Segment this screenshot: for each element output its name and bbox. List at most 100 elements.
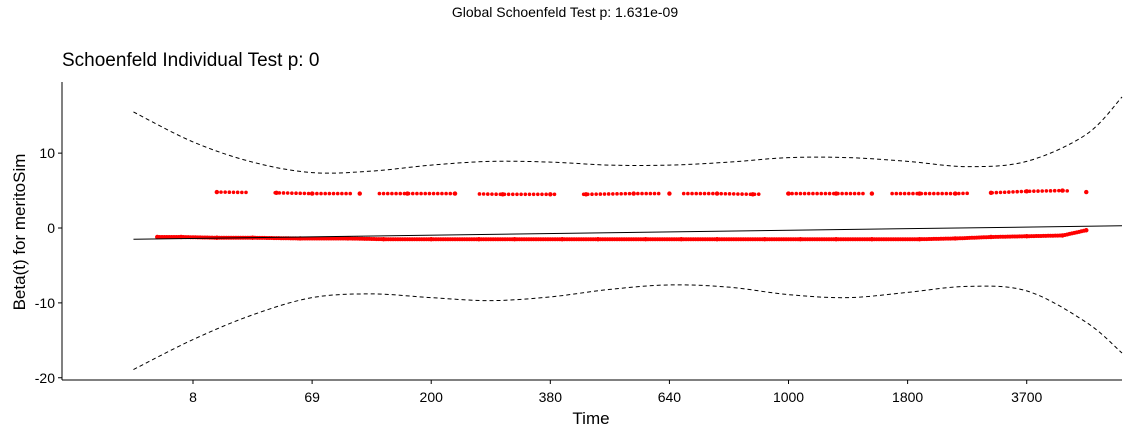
residual-point — [1052, 188, 1057, 193]
residual-point — [944, 191, 949, 196]
residual-point — [627, 191, 632, 196]
residual-point — [1084, 228, 1089, 233]
residual-point — [715, 191, 719, 196]
residual-point — [744, 192, 749, 196]
residual-point — [802, 191, 807, 196]
residual-point — [306, 191, 311, 196]
residual-point — [385, 191, 390, 196]
residual-point — [519, 192, 523, 197]
residual-point — [323, 191, 328, 196]
ci-upper-line — [133, 96, 1123, 174]
residual-point — [440, 191, 444, 196]
residual-point — [536, 192, 540, 197]
residual-point — [423, 191, 428, 196]
x-tick-label: 1000 — [773, 389, 804, 405]
residual-point — [335, 191, 340, 196]
residual-point — [1084, 189, 1089, 195]
residual-point — [452, 191, 457, 196]
residual-point — [481, 192, 486, 196]
residual-point — [952, 191, 957, 196]
residual-point — [406, 191, 411, 196]
residual-point — [856, 191, 861, 196]
residual-point — [923, 191, 928, 196]
residual-point — [927, 191, 932, 196]
residual-point — [281, 191, 286, 195]
residual-point — [644, 191, 648, 196]
residual-point — [852, 191, 857, 196]
residual-point — [523, 192, 528, 197]
residual-point — [606, 192, 611, 196]
residual-point — [381, 191, 386, 196]
residual-point — [319, 191, 323, 196]
residual-point — [932, 191, 936, 196]
residual-point — [215, 190, 219, 194]
residual-point — [498, 192, 503, 197]
residual-point — [798, 191, 803, 196]
fit-line-segment — [133, 225, 1123, 240]
x-tick-label: 380 — [539, 389, 563, 405]
residual-point — [719, 191, 724, 196]
residual-point — [752, 192, 757, 197]
residual-point — [602, 192, 607, 196]
residual-point — [581, 192, 586, 197]
residual-point — [435, 191, 440, 196]
fit-line — [133, 225, 1123, 240]
residual-point — [285, 191, 290, 195]
y-tick-label: 10 — [39, 145, 55, 161]
residual-point — [915, 191, 919, 196]
residual-point — [998, 190, 1003, 195]
residual-point — [711, 191, 715, 196]
residual-point — [494, 192, 498, 197]
residual-point — [531, 192, 536, 197]
residual-point — [1040, 189, 1045, 193]
residual-point — [348, 191, 353, 196]
residual-point — [636, 191, 640, 196]
residual-point — [736, 192, 740, 196]
residual-point — [994, 190, 999, 195]
residual-point — [227, 190, 232, 195]
x-tick-label: 200 — [420, 389, 444, 405]
residual-point — [786, 191, 790, 196]
residual-point — [398, 191, 403, 196]
residual-point — [948, 191, 953, 196]
residual-point — [990, 190, 994, 195]
residual-point — [490, 192, 494, 196]
residual-point — [694, 191, 699, 196]
residual-point — [344, 191, 348, 196]
residual-point — [940, 191, 944, 196]
residual-point — [390, 191, 394, 196]
residual-point — [594, 192, 598, 196]
residual-point — [840, 191, 844, 196]
residual-point — [1019, 189, 1024, 194]
ci-lower-line — [133, 284, 1123, 370]
residual-point — [240, 190, 244, 195]
residual-point — [444, 191, 448, 196]
residual-point — [756, 192, 761, 196]
global-test-title: Global Schoenfeld Test p: 1.631e-09 — [451, 4, 679, 20]
residual-point — [619, 191, 623, 196]
residual-point — [1002, 190, 1007, 195]
residual-point — [652, 191, 657, 196]
residual-point — [231, 190, 236, 195]
residual-point — [1015, 189, 1019, 194]
residual-point — [615, 192, 619, 196]
residual-point — [340, 191, 344, 196]
residual-point — [698, 191, 703, 196]
residual-point — [836, 191, 840, 196]
residual-point — [819, 191, 824, 196]
residual-point — [831, 191, 836, 196]
residual-point — [590, 192, 594, 197]
residual-point — [706, 191, 711, 196]
residual-point — [277, 191, 282, 195]
residual-point — [827, 191, 832, 196]
residual-point — [911, 191, 915, 196]
residual-point — [790, 191, 794, 196]
residual-point — [515, 192, 519, 197]
residual-point — [869, 191, 875, 196]
residual-point — [907, 191, 911, 196]
y-tick-label: 0 — [47, 220, 55, 236]
residual-point — [848, 191, 853, 196]
axes: -20 -10 0 10 8 69 200 380 640 1000 1800 3700 — [35, 82, 1122, 405]
residual-point — [477, 192, 482, 196]
